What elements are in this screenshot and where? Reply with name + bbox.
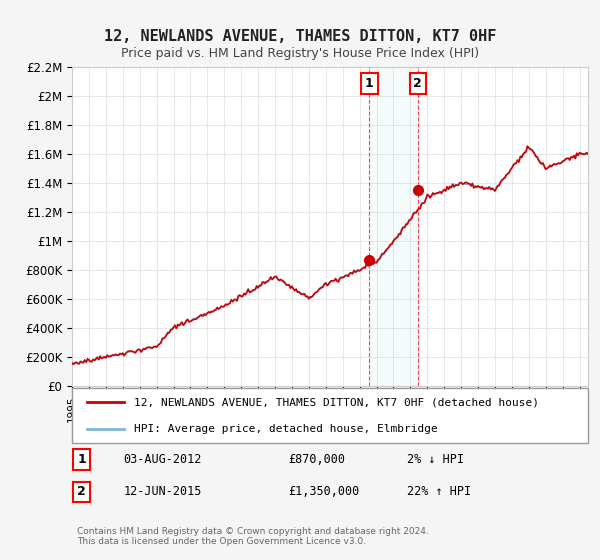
Text: 1: 1 — [77, 453, 86, 466]
Text: £870,000: £870,000 — [289, 453, 346, 466]
Text: 22% ↑ HPI: 22% ↑ HPI — [407, 486, 472, 498]
Text: Contains HM Land Registry data © Crown copyright and database right 2024.
This d: Contains HM Land Registry data © Crown c… — [77, 526, 429, 546]
Text: 2: 2 — [413, 77, 422, 90]
Text: 2% ↓ HPI: 2% ↓ HPI — [407, 453, 464, 466]
Text: 1: 1 — [365, 77, 374, 90]
Text: 03-AUG-2012: 03-AUG-2012 — [124, 453, 202, 466]
Text: 12-JUN-2015: 12-JUN-2015 — [124, 486, 202, 498]
Text: £1,350,000: £1,350,000 — [289, 486, 360, 498]
Text: Price paid vs. HM Land Registry's House Price Index (HPI): Price paid vs. HM Land Registry's House … — [121, 46, 479, 60]
Text: 12, NEWLANDS AVENUE, THAMES DITTON, KT7 0HF (detached house): 12, NEWLANDS AVENUE, THAMES DITTON, KT7 … — [134, 398, 539, 407]
Text: HPI: Average price, detached house, Elmbridge: HPI: Average price, detached house, Elmb… — [134, 423, 437, 433]
Text: 2: 2 — [77, 486, 86, 498]
FancyBboxPatch shape — [72, 388, 588, 443]
Text: 12, NEWLANDS AVENUE, THAMES DITTON, KT7 0HF: 12, NEWLANDS AVENUE, THAMES DITTON, KT7 … — [104, 29, 496, 44]
Bar — [370, 67, 418, 386]
